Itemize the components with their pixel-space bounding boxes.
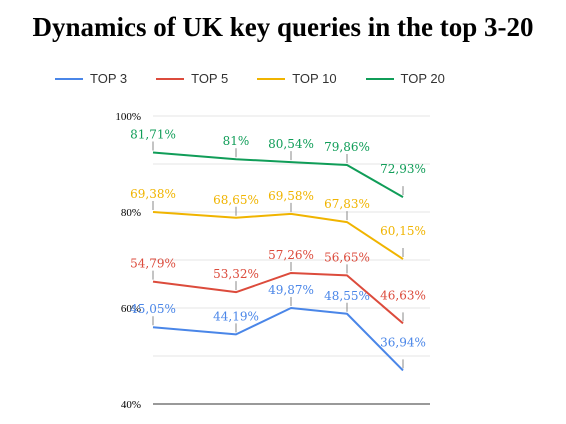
- data-label-top3: 36,94%: [380, 335, 426, 349]
- data-label-top5: 54,79%: [130, 257, 176, 271]
- data-label-top3: 48,55%: [324, 289, 370, 303]
- legend-swatch-top5: [156, 77, 185, 80]
- legend-label-top10: TOP 10: [292, 71, 337, 86]
- data-label-top20: 81,71%: [130, 127, 176, 141]
- data-label-top5: 53,32%: [213, 267, 259, 281]
- data-label-top20: 80,54%: [268, 137, 314, 151]
- legend-swatch-top10: [257, 77, 286, 80]
- series-line-top5: [152, 271, 404, 325]
- y-tick-label: 40%: [121, 399, 141, 411]
- legend: TOP 3 TOP 5 TOP 10 TOP 20: [55, 71, 445, 86]
- data-label-top10: 67,83%: [324, 197, 370, 211]
- data-label-top3: 45,05%: [130, 302, 176, 316]
- data-label-top5: 56,65%: [324, 250, 370, 264]
- y-tick-label: 60%: [121, 303, 141, 315]
- legend-item-top5[interactable]: TOP 5: [156, 71, 228, 86]
- data-label-top20: 79,86%: [324, 140, 370, 154]
- legend-item-top20[interactable]: TOP 20: [365, 71, 445, 86]
- legend-swatch-top20: [365, 77, 394, 80]
- legend-label-top20: TOP 20: [400, 71, 445, 86]
- data-label-top10: 60,15%: [380, 224, 426, 238]
- y-tick-label: 80%: [121, 207, 141, 219]
- data-label-top10: 68,65%: [213, 193, 259, 207]
- data-label-top5: 57,26%: [268, 248, 314, 262]
- legend-label-top3: TOP 3: [90, 71, 128, 86]
- data-label-top10: 69,58%: [268, 189, 314, 203]
- legend-label-top5: TOP 5: [191, 71, 229, 86]
- data-label-top3: 49,87%: [268, 283, 314, 297]
- data-label-top3: 44,19%: [213, 309, 259, 323]
- chart-title: Dynamics of UK key queries in the top 3-…: [32, 12, 534, 42]
- series-line-top3: [152, 307, 404, 372]
- data-label-top5: 46,63%: [380, 288, 426, 302]
- data-label-top20: 81%: [223, 134, 250, 148]
- legend-item-top10[interactable]: TOP 10: [257, 71, 337, 86]
- y-tick-label: 100%: [115, 111, 141, 123]
- legend-swatch-top3: [55, 77, 83, 80]
- series-line-top20: [152, 151, 404, 198]
- legend-item-top3[interactable]: TOP 3: [55, 71, 127, 86]
- series-line-top10: [152, 211, 404, 260]
- data-label-top10: 69,38%: [130, 187, 176, 201]
- data-label-top20: 72,93%: [380, 162, 426, 176]
